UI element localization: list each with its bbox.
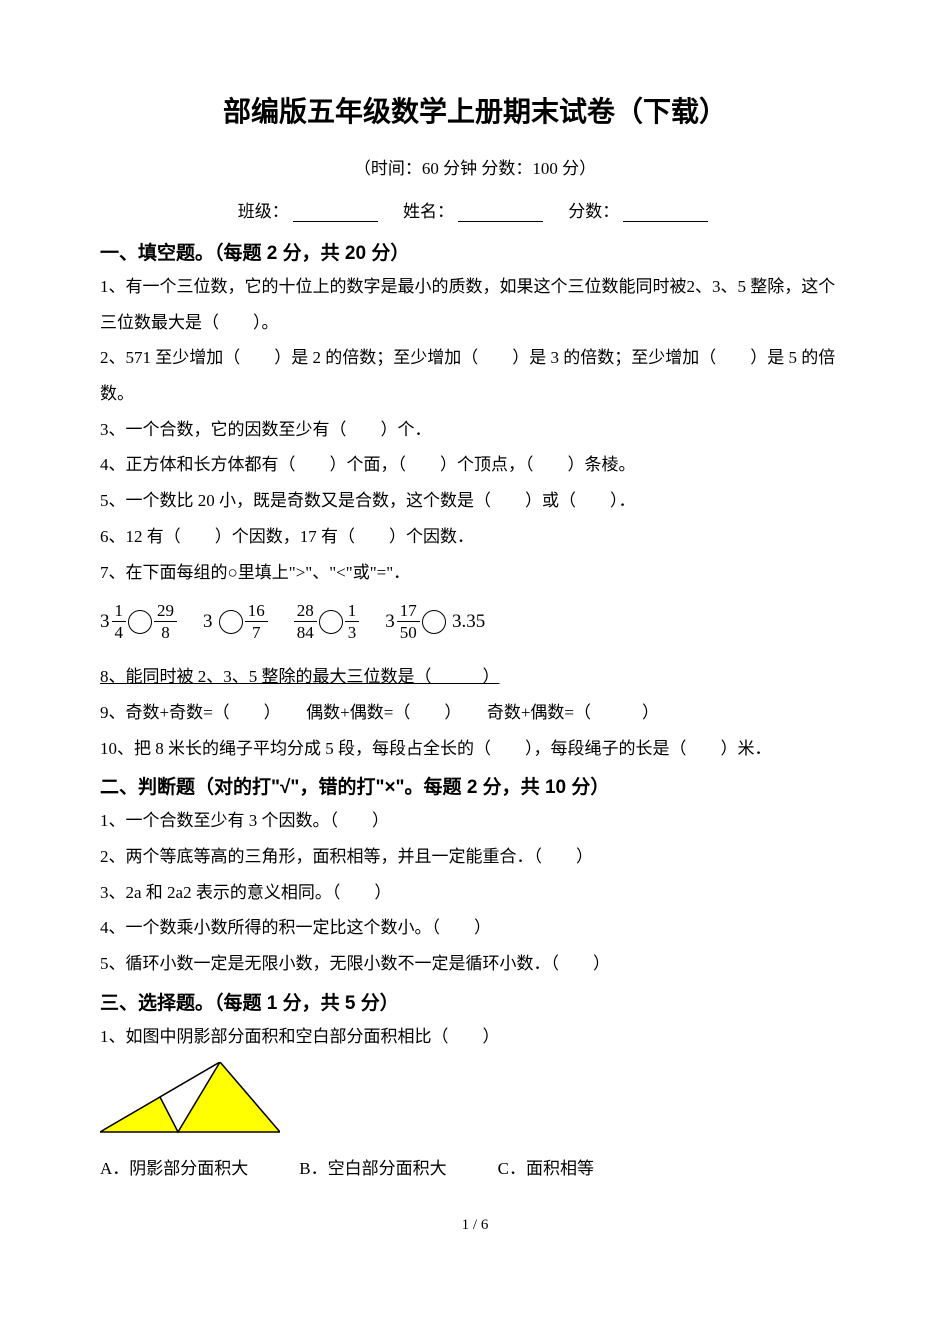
s1-q1: 1、有一个三位数，它的十位上的数字是最小的质数，如果这个三位数能同时被2、3、5… xyxy=(100,269,850,340)
q7-item-2: 3 16 7 xyxy=(203,602,268,641)
student-info-line: 班级： 姓名： 分数： xyxy=(100,197,850,222)
q7-1-num: 1 xyxy=(112,602,127,622)
page-number: 1 / 6 xyxy=(100,1217,850,1234)
q7-4-num: 17 xyxy=(397,602,420,622)
s3-q1-options: A．阴影部分面积大 B．空白部分面积大 C．面积相等 xyxy=(100,1151,850,1187)
s3-q1: 1、如图中阴影部分面积和空白部分面积相比（ ） xyxy=(100,1019,850,1055)
triangle-figure xyxy=(100,1062,850,1139)
q7-2-left: 3 xyxy=(203,611,213,633)
s1-q9: 9、奇数+奇数=（ ） 偶数+偶数=（ ） 奇数+偶数=（ ） xyxy=(100,695,850,731)
q7-1-den: 4 xyxy=(112,622,127,641)
section3-header: 三、选择题。（每题 1 分，共 5 分） xyxy=(100,988,850,1015)
exam-title: 部编版五年级数学上册期末试卷（下载） xyxy=(100,90,850,130)
triangle-svg xyxy=(100,1062,280,1134)
s2-q5: 5、循环小数一定是无限小数，无限小数不一定是循环小数．（ ） xyxy=(100,946,850,982)
q7-1-cden: 8 xyxy=(154,622,177,641)
compare-circle-icon xyxy=(219,610,243,634)
section2-header: 二、判断题（对的打"√"，错的打"×"。每题 2 分，共 10 分） xyxy=(100,772,850,799)
section1-header: 一、填空题。（每题 2 分，共 20 分） xyxy=(100,238,850,265)
s1-q3: 3、一个合数，它的因数至少有（ ）个． xyxy=(100,412,850,448)
s1-q6: 6、12 有（ ）个因数，17 有（ ）个因数． xyxy=(100,519,850,555)
q7-3-lden: 84 xyxy=(294,622,317,641)
name-blank xyxy=(458,205,543,222)
score-blank xyxy=(623,205,708,222)
q7-3-rden: 3 xyxy=(345,622,360,641)
s2-q4: 4、一个数乘小数所得的积一定比这个数小。（ ） xyxy=(100,910,850,946)
s1-q8: 8、能同时被 2、3、5 整除的最大三位数是（ ） xyxy=(100,659,850,695)
q7-4-den: 50 xyxy=(397,622,420,641)
compare-circle-icon xyxy=(128,610,152,634)
q7-2-num: 16 xyxy=(245,602,268,622)
score-label: 分数： xyxy=(568,202,619,221)
class-blank xyxy=(293,205,378,222)
q7-2-den: 7 xyxy=(245,622,268,641)
q7-item-1: 3 1 4 29 8 xyxy=(100,602,177,641)
compare-circle-icon xyxy=(319,610,343,634)
q7-item-4: 3 17 50 3.35 xyxy=(385,602,485,641)
q7-item-3: 28 84 1 3 xyxy=(294,602,360,641)
compare-circle-icon xyxy=(422,610,446,634)
q7-4-whole: 3 xyxy=(385,611,395,633)
s1-q10: 10、把 8 米长的绳子平均分成 5 段，每段占全长的（ ），每段绳子的长是（ … xyxy=(100,731,850,767)
s1-q5: 5、一个数比 20 小，既是奇数又是合数，这个数是（ ）或（ ）． xyxy=(100,483,850,519)
s1-q7-intro: 7、在下面每组的○里填上">"、"<"或"="． xyxy=(100,555,850,591)
s1-q4: 4、正方体和长方体都有（ ）个面，（ ）个顶点，（ ）条棱。 xyxy=(100,447,850,483)
s1-q2: 2、571 至少增加（ ）是 2 的倍数；至少增加（ ）是 3 的倍数；至少增加… xyxy=(100,340,850,411)
s2-q2: 2、两个等底等高的三角形，面积相等，并且一定能重合．（ ） xyxy=(100,839,850,875)
q7-3-lnum: 28 xyxy=(294,602,317,622)
name-label: 姓名： xyxy=(403,202,454,221)
s2-q1: 1、一个合数至少有 3 个因数。（ ） xyxy=(100,803,850,839)
q7-1-whole: 3 xyxy=(100,611,110,633)
exam-subtitle: （时间：60 分钟 分数：100 分） xyxy=(100,154,850,179)
class-label: 班级： xyxy=(238,202,289,221)
q7-3-rnum: 1 xyxy=(345,602,360,622)
s1-q7-expressions: 3 1 4 29 8 3 16 7 28 8 xyxy=(100,602,850,641)
q7-4-right: 3.35 xyxy=(452,611,485,633)
q7-1-cnum: 29 xyxy=(154,602,177,622)
s2-q3: 3、2a 和 2a2 表示的意义相同。（ ） xyxy=(100,875,850,911)
